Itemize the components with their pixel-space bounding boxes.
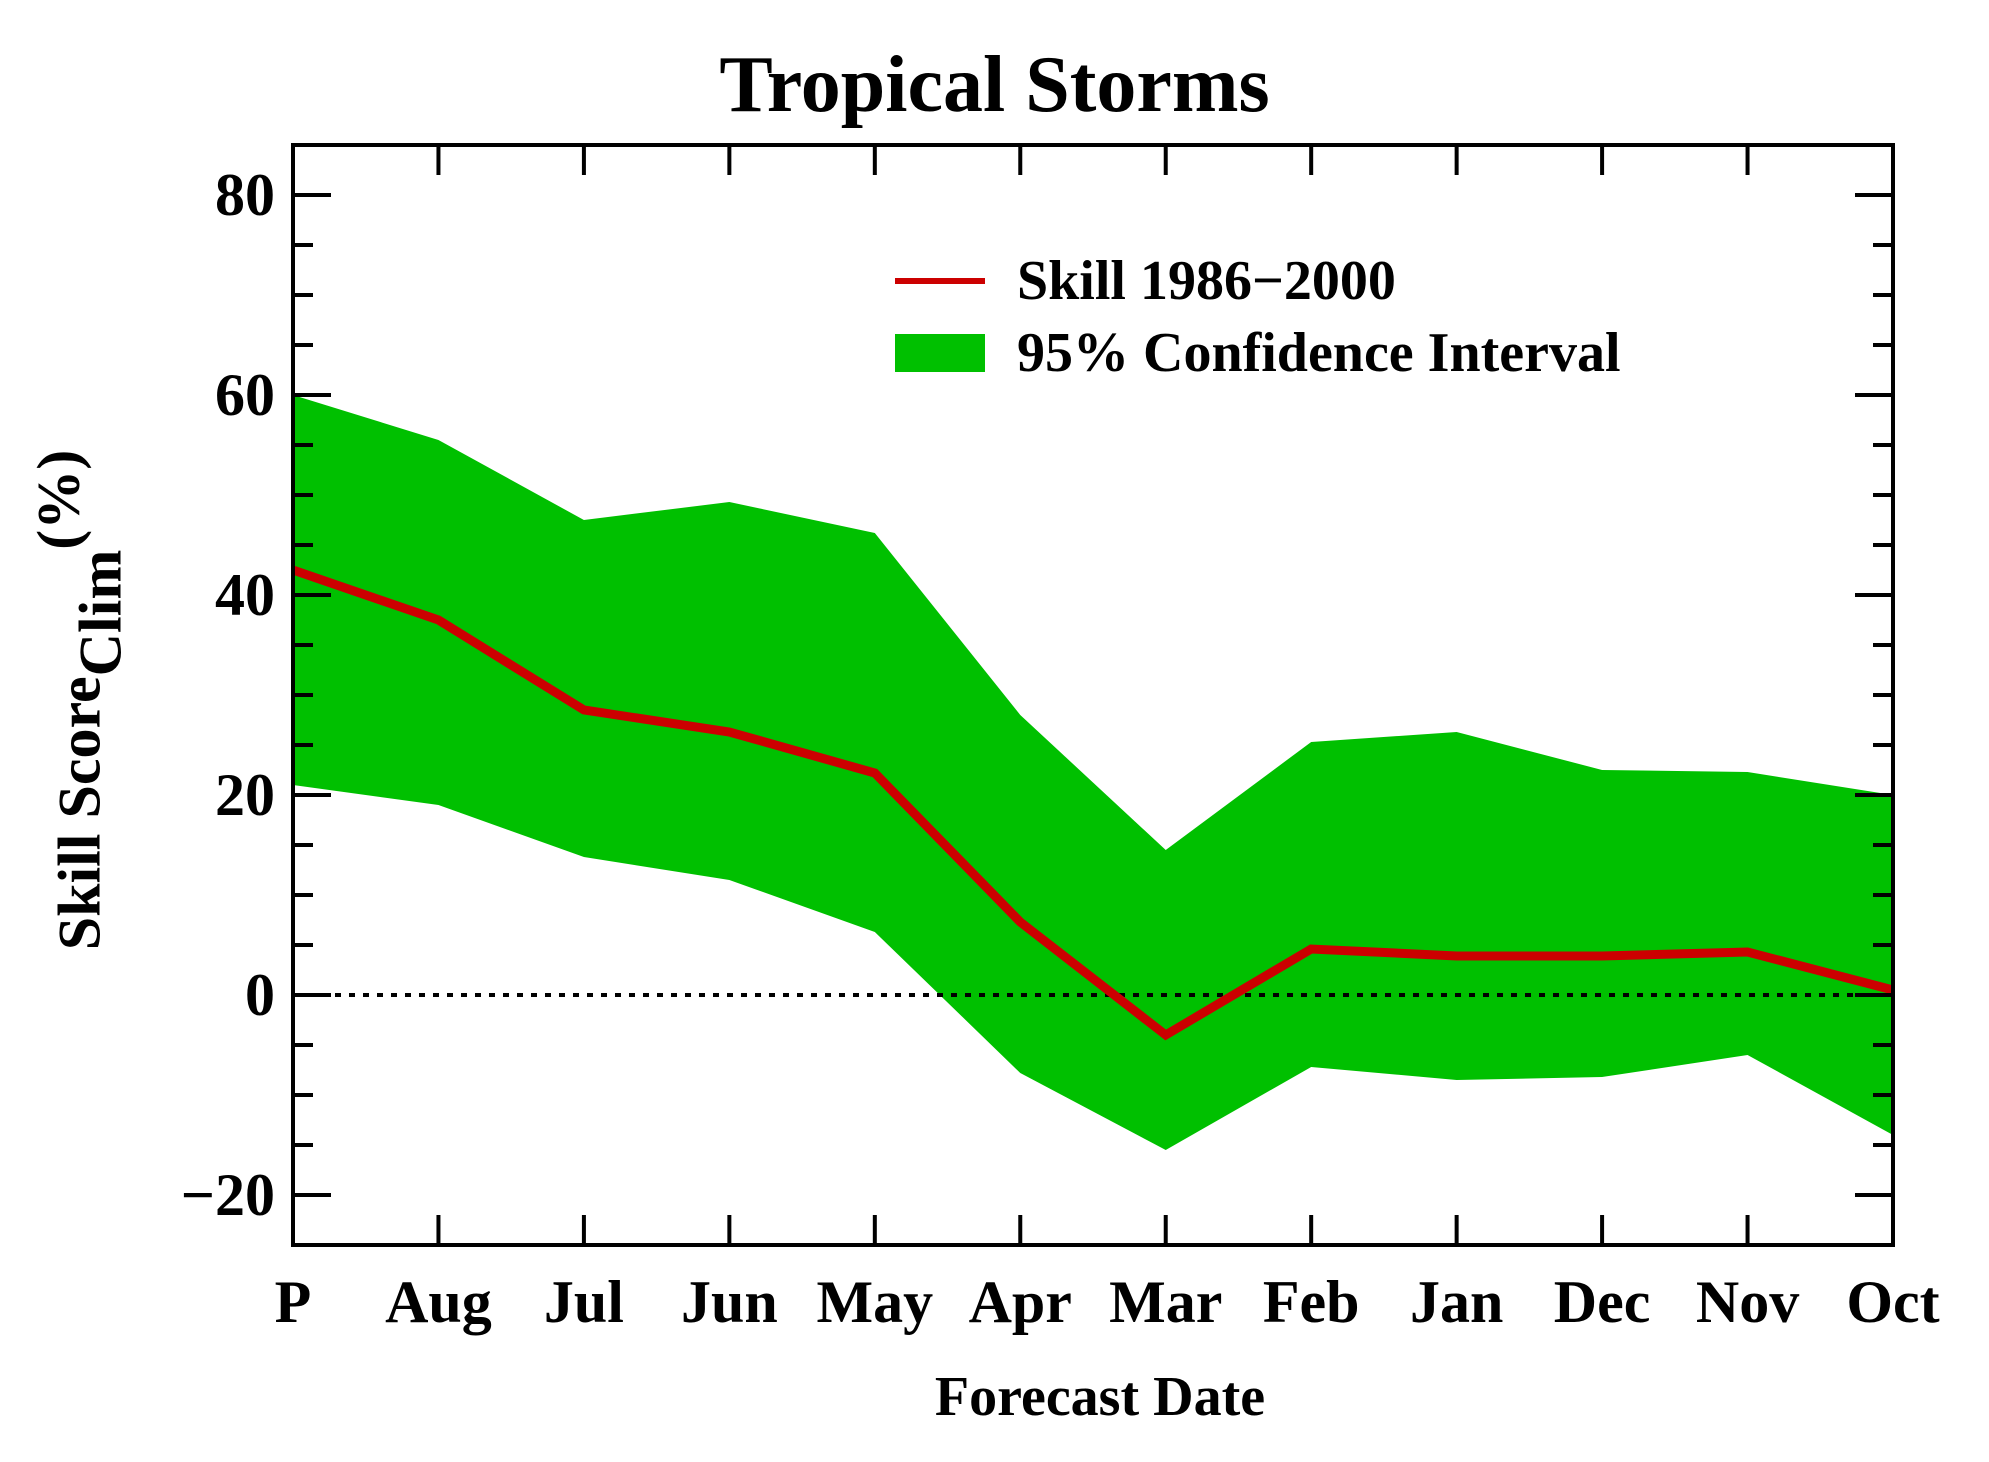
ticks-layer	[291, 143, 1895, 1247]
y-tick-label: 20	[215, 762, 275, 828]
y-tick-label: 60	[215, 362, 275, 428]
legend-fill-swatch	[895, 334, 985, 372]
x-tick-label-apr: Apr	[969, 1269, 1072, 1335]
skill-line	[291, 565, 1895, 1041]
legend-item-confidence: 95% Confidence Interval	[895, 317, 1621, 389]
legend-item-skill: Skill 1986−2000	[895, 245, 1621, 317]
legend: Skill 1986−2000 95% Confidence Interval	[895, 245, 1621, 389]
y-axis-label-unit: (%)	[25, 449, 92, 550]
legend-label-skill: Skill 1986−2000	[1017, 250, 1396, 312]
y-axis-label-main: Skill Score	[46, 676, 113, 951]
y-tick-label: 80	[215, 162, 275, 228]
legend-label-confidence: 95% Confidence Interval	[1017, 322, 1621, 384]
x-tick-label-oct: Oct	[1846, 1269, 1939, 1335]
y-tick-label: 40	[215, 562, 275, 628]
x-tick-label-feb: Feb	[1263, 1269, 1360, 1335]
confidence-band-layer	[293, 395, 1893, 1150]
skill-line-layer	[291, 565, 1895, 1041]
y-tick-label: 0	[245, 962, 275, 1028]
x-tick-label-p: P	[275, 1269, 312, 1335]
y-tick-label: −20	[181, 1162, 275, 1228]
confidence-band	[293, 395, 1893, 1150]
x-tick-label-jun: Jun	[681, 1269, 778, 1335]
tick-labels-layer: −20 0 20 40 60 80 P Aug Jul Jun May Apr Mar Feb Jan Dec…	[181, 162, 1940, 1335]
x-tick-label-jan: Jan	[1410, 1269, 1503, 1335]
x-tick-label-nov: Nov	[1696, 1269, 1799, 1335]
x-tick-label-may: May	[816, 1269, 933, 1335]
x-tick-label-mar: Mar	[1109, 1269, 1222, 1335]
legend-line-swatch	[895, 278, 985, 284]
x-tick-label-aug: Aug	[385, 1269, 492, 1335]
y-axis-label-subscript: Clim	[67, 549, 134, 677]
x-tick-label-jul: Jul	[544, 1269, 624, 1335]
x-axis-label: Forecast Date	[934, 1366, 1266, 1428]
x-tick-label-dec: Dec	[1554, 1269, 1651, 1335]
chart-title: Tropical Storms	[719, 41, 1270, 129]
